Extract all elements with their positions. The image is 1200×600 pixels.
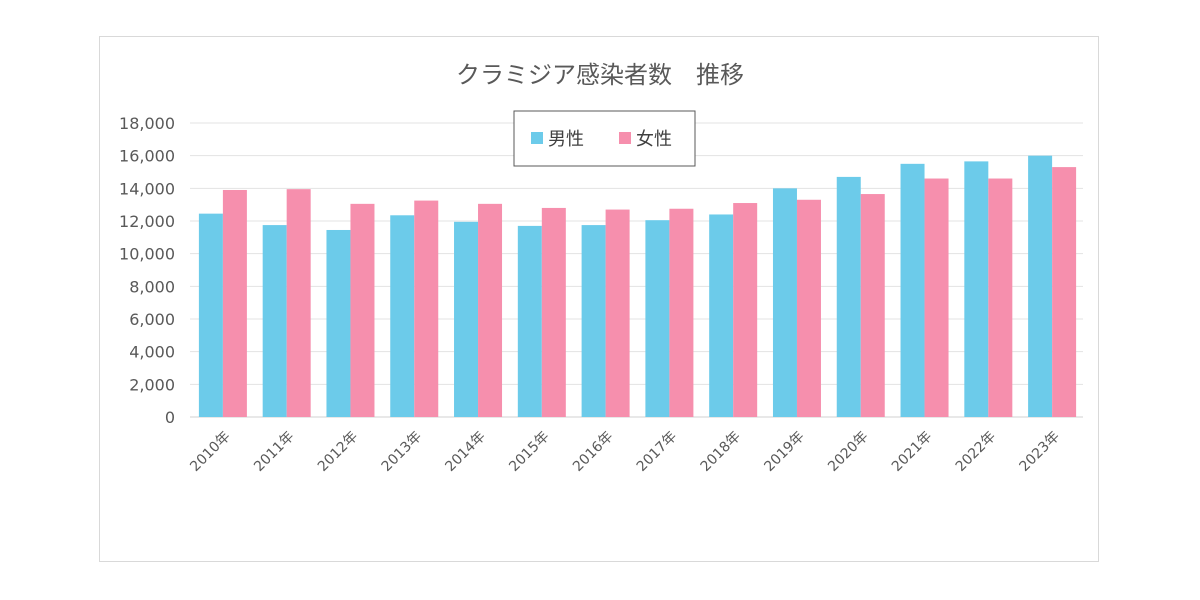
bar-男性-2012年 bbox=[326, 229, 351, 417]
x-axis-ticks: 2010年 2011年 2012年 2013年 2014年 2015年 2016年 2017年… bbox=[187, 429, 1063, 475]
bar-女性-2019年 bbox=[796, 199, 821, 417]
x-tick-label: 2020年 bbox=[825, 429, 871, 475]
chart-title: クラミジア感染者数 推移 bbox=[456, 61, 744, 89]
bar-男性-2011年 bbox=[262, 225, 287, 417]
bar-女性-2022年 bbox=[988, 178, 1013, 417]
chart-frame: クラミジア感染者数 推移 0 2,000 4,000 6,000 8,000 10,000… bbox=[99, 36, 1099, 562]
bar-男性-2013年 bbox=[390, 215, 415, 417]
x-tick-label: 2010年 bbox=[187, 429, 233, 475]
gridlines bbox=[190, 122, 1083, 418]
bar-chart: クラミジア感染者数 推移 0 2,000 4,000 6,000 8,000 10,000… bbox=[119, 61, 1083, 475]
bar-女性-2015年 bbox=[541, 207, 566, 417]
y-tick-label: 14,000 bbox=[119, 179, 175, 198]
x-tick-label: 2015年 bbox=[506, 429, 552, 475]
x-tick-label: 2021年 bbox=[889, 429, 935, 475]
y-tick-label: 12,000 bbox=[119, 212, 175, 231]
legend-swatch bbox=[619, 132, 631, 144]
legend-label: 男性 bbox=[548, 129, 584, 150]
x-tick-label: 2013年 bbox=[379, 429, 425, 475]
y-tick-label: 8,000 bbox=[129, 277, 175, 296]
x-tick-label: 2018年 bbox=[698, 429, 744, 475]
bar-女性-2011年 bbox=[286, 189, 311, 417]
bar-男性-2018年 bbox=[709, 214, 734, 417]
x-tick-label: 2019年 bbox=[761, 429, 807, 475]
x-tick-label: 2017年 bbox=[634, 429, 680, 475]
bar-女性-2016年 bbox=[605, 209, 630, 417]
legend: 男性 女性 bbox=[513, 110, 696, 167]
legend-label: 女性 bbox=[636, 129, 672, 150]
y-axis-ticks: 0 2,000 4,000 6,000 8,000 10,000 12,000 14,000 1… bbox=[119, 114, 175, 427]
bar-男性-2020年 bbox=[836, 176, 861, 417]
bar-女性-2020年 bbox=[860, 194, 885, 417]
x-tick-label: 2014年 bbox=[442, 429, 488, 475]
bar-男性-2016年 bbox=[581, 225, 606, 417]
x-tick-label: 2011年 bbox=[251, 429, 297, 475]
bar-男性-2022年 bbox=[964, 161, 989, 417]
bar-男性-2017年 bbox=[645, 220, 670, 417]
bar-女性-2012年 bbox=[350, 203, 375, 417]
x-tick-label: 2016年 bbox=[570, 429, 616, 475]
bar-男性-2023年 bbox=[1028, 155, 1053, 417]
bar-女性-2018年 bbox=[733, 203, 758, 417]
x-tick-label: 2022年 bbox=[953, 429, 999, 475]
y-tick-label: 10,000 bbox=[119, 245, 175, 264]
bar-女性-2021年 bbox=[924, 178, 949, 417]
bar-女性-2017年 bbox=[669, 208, 694, 417]
y-tick-label: 16,000 bbox=[119, 147, 175, 166]
bar-女性-2013年 bbox=[414, 200, 439, 417]
y-tick-label: 4,000 bbox=[129, 343, 175, 362]
bar-男性-2015年 bbox=[517, 225, 542, 417]
legend-box bbox=[513, 110, 696, 167]
y-tick-label: 0 bbox=[165, 408, 175, 427]
y-tick-label: 6,000 bbox=[129, 310, 175, 329]
bar-男性-2019年 bbox=[772, 188, 797, 417]
legend-swatch bbox=[531, 132, 543, 144]
bar-男性-2021年 bbox=[900, 163, 925, 417]
y-tick-label: 2,000 bbox=[129, 375, 175, 394]
bar-男性-2014年 bbox=[454, 221, 479, 417]
x-tick-label: 2012年 bbox=[315, 429, 361, 475]
bar-女性-2014年 bbox=[478, 203, 503, 417]
bar-男性-2010年 bbox=[198, 213, 223, 417]
bar-女性-2010年 bbox=[222, 189, 247, 417]
x-tick-label: 2023年 bbox=[1017, 429, 1063, 475]
bars bbox=[198, 155, 1077, 417]
y-tick-label: 18,000 bbox=[119, 114, 175, 133]
bar-女性-2023年 bbox=[1052, 167, 1077, 417]
